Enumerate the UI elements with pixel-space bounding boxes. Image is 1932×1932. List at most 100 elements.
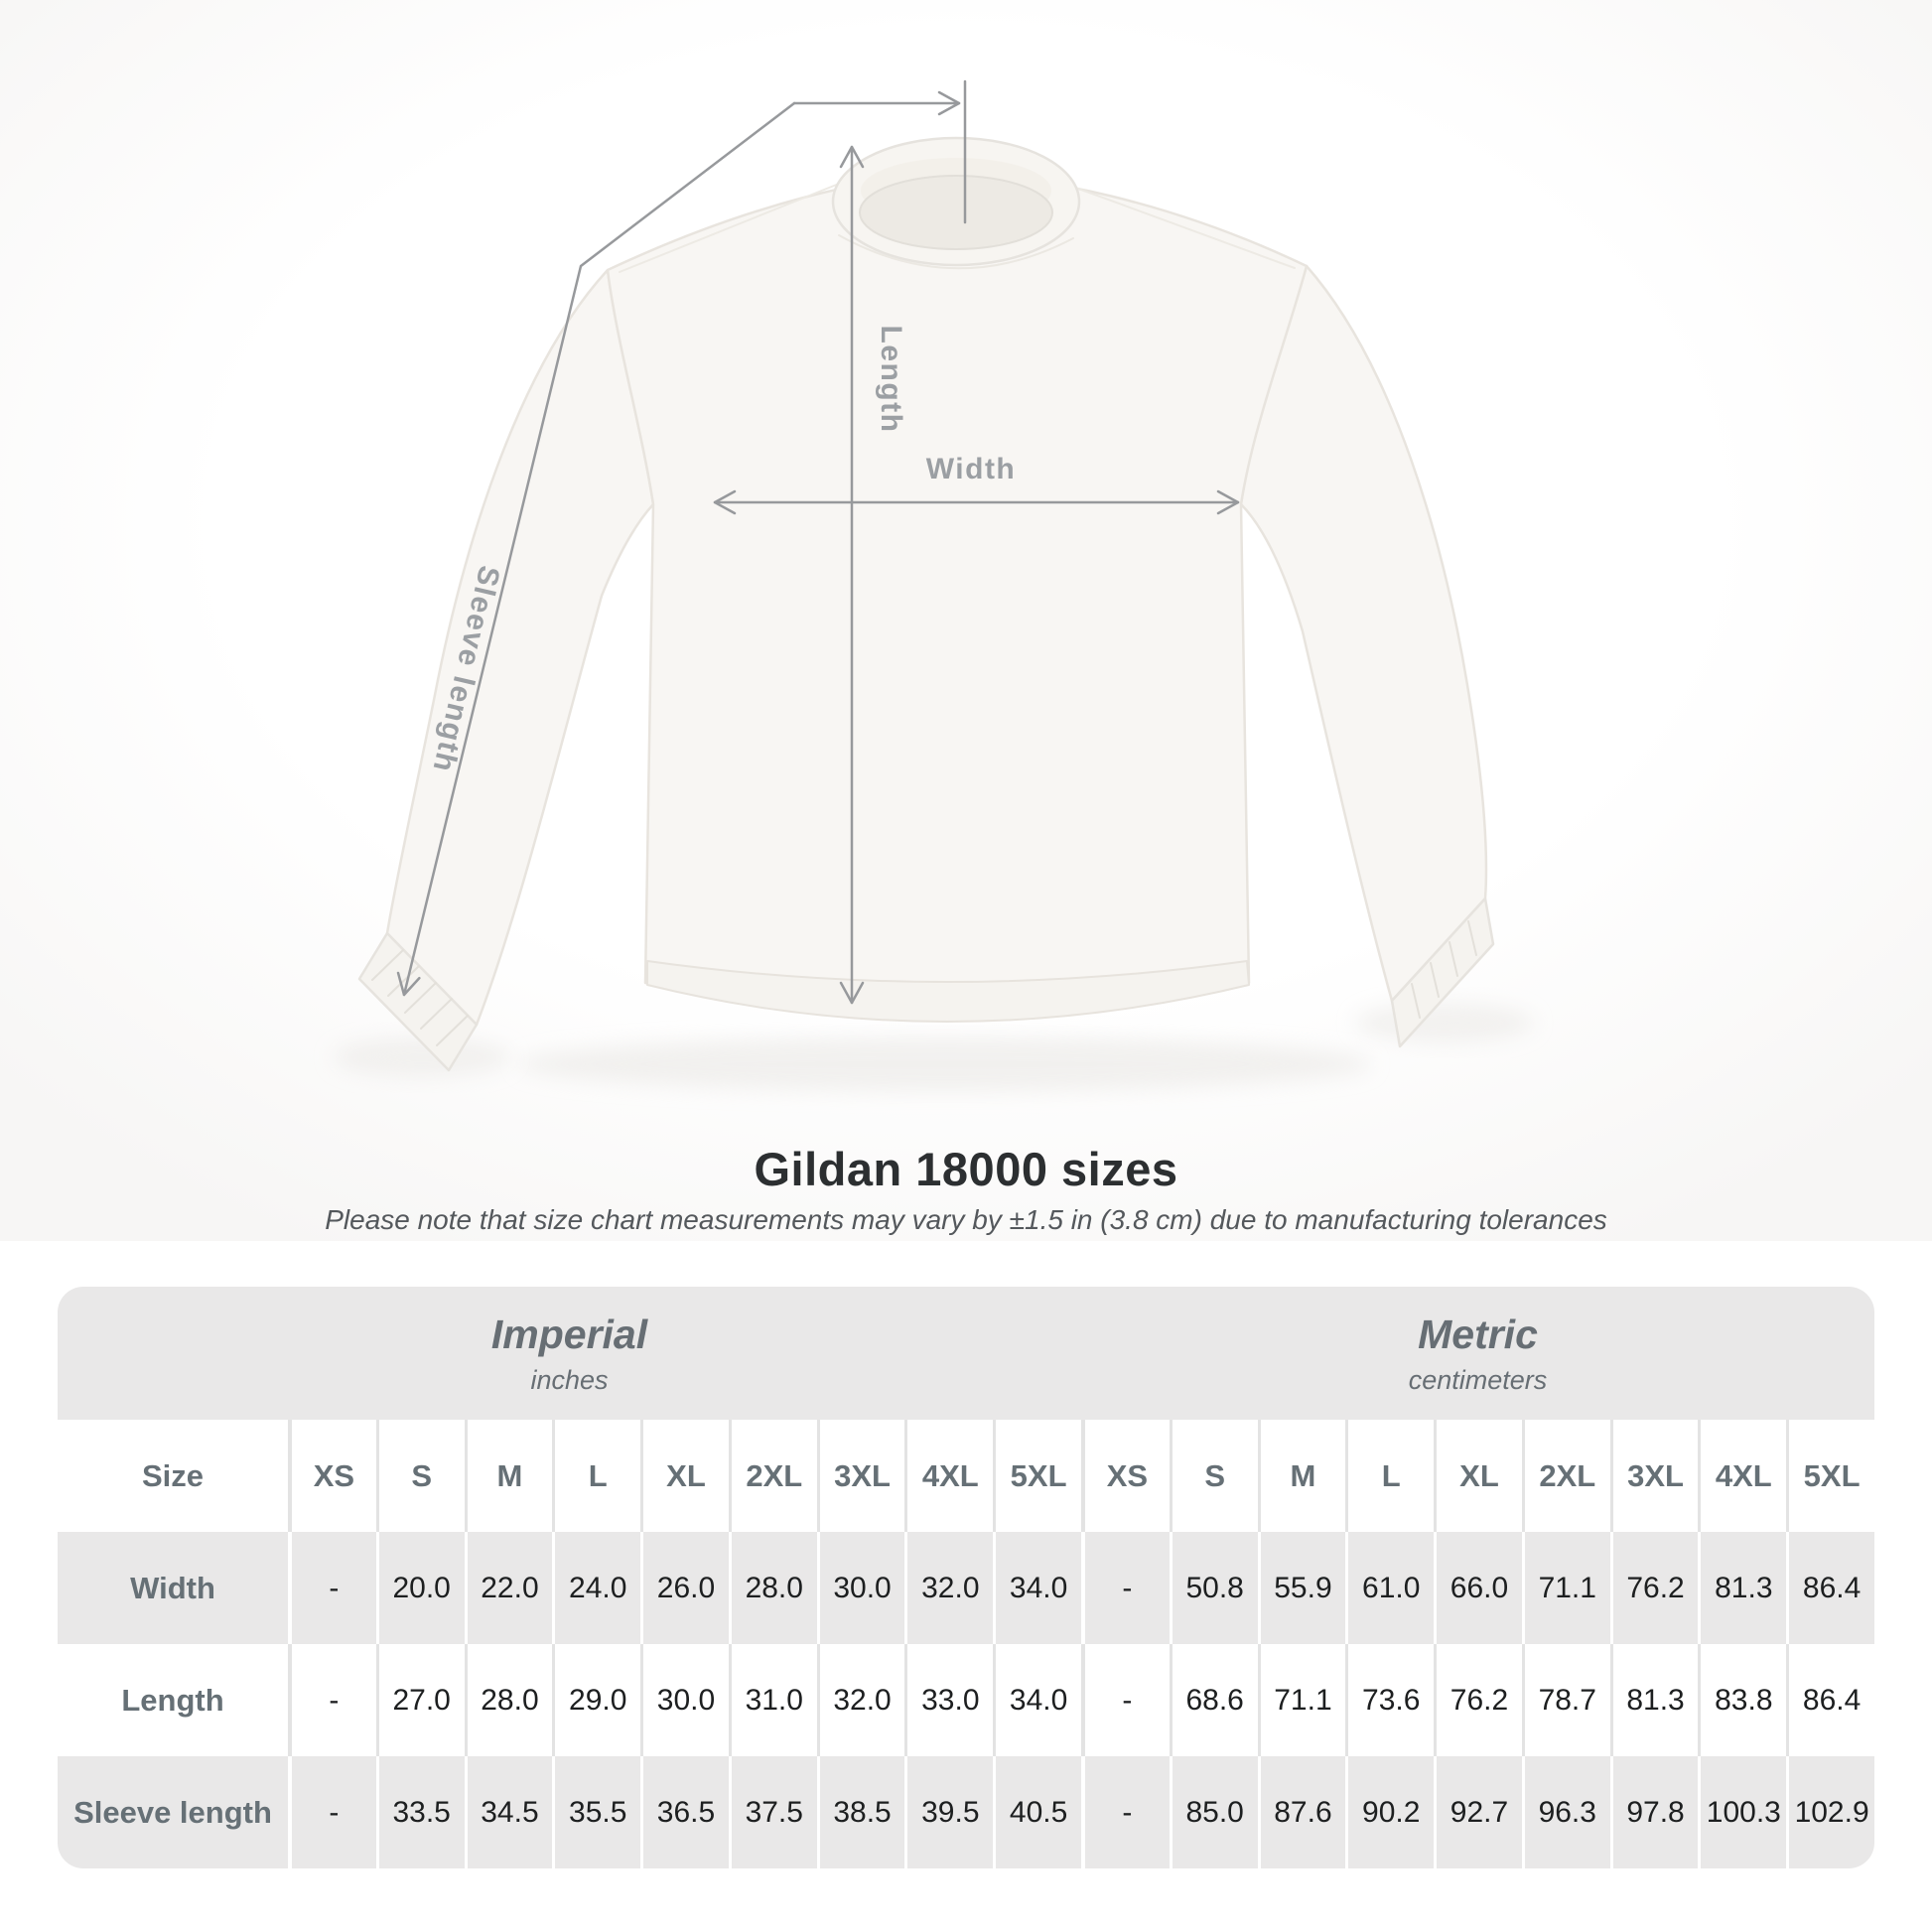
value-metric-width: 61.0: [1345, 1532, 1434, 1644]
size-col-imperial-3xl: 3XL: [816, 1420, 905, 1532]
row-label-width: Width: [130, 1570, 215, 1605]
size-col-imperial-4xl: 4XL: [904, 1420, 993, 1532]
sweatshirt-measurement-diagram: Length Width Sleeve length: [333, 79, 1534, 1092]
value-imperial-width: 26.0: [640, 1532, 729, 1644]
metric-header: Metric centimeters: [1081, 1287, 1874, 1420]
value-imperial-length: 29.0: [552, 1644, 640, 1756]
size-column-header: Size: [141, 1457, 205, 1493]
value-imperial-sleeve-length: 36.5: [640, 1756, 729, 1868]
value-imperial-width: 20.0: [375, 1532, 465, 1644]
value-imperial-length: 27.0: [375, 1644, 465, 1756]
value-metric-width: 71.1: [1521, 1532, 1610, 1644]
value-metric-sleeve-length: 85.0: [1169, 1756, 1258, 1868]
imperial-sublabel: inches: [530, 1364, 609, 1395]
size-col-metric-3xl: 3XL: [1609, 1420, 1699, 1532]
value-metric-length: 73.6: [1345, 1644, 1434, 1756]
collar: [831, 136, 1081, 270]
product-photo-area: Length Width Sleeve length: [0, 0, 1932, 1241]
size-col-imperial-2xl: 2XL: [728, 1420, 817, 1532]
size-col-metric-5xl: 5XL: [1786, 1420, 1874, 1532]
value-imperial-sleeve-length: 38.5: [816, 1756, 905, 1868]
metric-label: Metric: [1418, 1311, 1538, 1357]
value-metric-width: 86.4: [1786, 1532, 1874, 1644]
value-imperial-sleeve-length: -: [288, 1756, 376, 1868]
value-imperial-length: 31.0: [728, 1644, 817, 1756]
measurement-lines: [396, 79, 1240, 1005]
value-imperial-length: 34.0: [993, 1644, 1081, 1756]
value-imperial-width: -: [288, 1532, 376, 1644]
body-panel: [606, 173, 1309, 1009]
value-metric-length: 83.8: [1698, 1644, 1786, 1756]
size-col-metric-xs: XS: [1081, 1420, 1170, 1532]
value-metric-width: 55.9: [1257, 1532, 1346, 1644]
value-metric-sleeve-length: -: [1081, 1756, 1170, 1868]
value-imperial-sleeve-length: 40.5: [993, 1756, 1081, 1868]
value-imperial-width: 22.0: [464, 1532, 553, 1644]
size-col-imperial-xl: XL: [640, 1420, 729, 1532]
size-col-imperial-m: M: [464, 1420, 553, 1532]
width-label: Width: [926, 453, 1017, 485]
value-metric-length: 81.3: [1609, 1644, 1699, 1756]
value-imperial-sleeve-length: 34.5: [464, 1756, 553, 1868]
length-row: Length -27.0 28.0 29.0 30.0 31.0 32.0 33.0 34.0…: [58, 1644, 1874, 1756]
value-metric-length: -: [1081, 1644, 1170, 1756]
size-table: Imperial inches Metric centimeters Size …: [58, 1287, 1874, 1868]
row-label-length: Length: [121, 1682, 224, 1718]
right-sleeve: [1239, 264, 1488, 1003]
size-col-metric-s: S: [1169, 1420, 1258, 1532]
value-metric-length: 78.7: [1521, 1644, 1610, 1756]
left-shoulder-seam: [619, 181, 845, 273]
value-imperial-length: 32.0: [816, 1644, 905, 1756]
value-metric-length: 71.1: [1257, 1644, 1346, 1756]
value-imperial-width: 30.0: [816, 1532, 905, 1644]
value-metric-length: 68.6: [1169, 1644, 1258, 1756]
value-metric-width: 81.3: [1698, 1532, 1786, 1644]
value-imperial-width: 24.0: [552, 1532, 640, 1644]
value-imperial-length: 30.0: [640, 1644, 729, 1756]
value-imperial-sleeve-length: 33.5: [375, 1756, 465, 1868]
row-label-sleeve-length: Sleeve length: [73, 1794, 272, 1830]
value-imperial-width: 32.0: [904, 1532, 993, 1644]
page-title: Gildan 18000 sizes: [754, 1143, 1178, 1195]
size-header-row: Size XS S M L XL 2XL 3XL 4XL 5XL XS S M L XL 2XL 3XL 4XL…: [58, 1420, 1874, 1532]
tolerance-note: Please note that size chart measurements…: [325, 1204, 1607, 1235]
imperial-label: Imperial: [490, 1311, 648, 1357]
size-col-metric-m: M: [1257, 1420, 1346, 1532]
value-imperial-length: 28.0: [464, 1644, 553, 1756]
value-metric-sleeve-length: 87.6: [1257, 1756, 1346, 1868]
imperial-header: Imperial inches: [58, 1287, 1081, 1420]
value-imperial-length: -: [288, 1644, 376, 1756]
size-col-metric-l: L: [1345, 1420, 1434, 1532]
value-metric-width: 76.2: [1609, 1532, 1699, 1644]
value-metric-width: 50.8: [1169, 1532, 1258, 1644]
value-imperial-sleeve-length: 35.5: [552, 1756, 640, 1868]
size-col-imperial-5xl: 5XL: [993, 1420, 1081, 1532]
sleeve-length-line: [396, 101, 796, 997]
sleeve-length-row: Sleeve length -33.5 34.5 35.5 36.5 37.5 38.5 3…: [58, 1756, 1874, 1868]
value-imperial-width: 28.0: [728, 1532, 817, 1644]
value-imperial-width: 34.0: [993, 1532, 1081, 1644]
value-metric-width: 66.0: [1434, 1532, 1522, 1644]
value-metric-sleeve-length: 90.2: [1345, 1756, 1434, 1868]
size-col-imperial-s: S: [375, 1420, 465, 1532]
value-imperial-length: 33.0: [904, 1644, 993, 1756]
metric-sublabel: centimeters: [1408, 1364, 1548, 1395]
value-metric-sleeve-length: 100.3: [1698, 1756, 1786, 1868]
right-cuff-ribbing: [1411, 920, 1477, 1019]
value-metric-length: 76.2: [1434, 1644, 1522, 1756]
size-col-imperial-l: L: [552, 1420, 640, 1532]
size-col-metric-2xl: 2XL: [1521, 1420, 1610, 1532]
sweatshirt-illustration: [357, 136, 1495, 1072]
right-shoulder-seam: [1069, 185, 1296, 269]
value-metric-sleeve-length: 102.9: [1786, 1756, 1874, 1868]
size-col-metric-xl: XL: [1434, 1420, 1522, 1532]
value-imperial-sleeve-length: 39.5: [904, 1756, 993, 1868]
unit-header-band: Imperial inches Metric centimeters: [58, 1287, 1874, 1420]
value-metric-sleeve-length: 92.7: [1434, 1756, 1522, 1868]
value-metric-sleeve-length: 96.3: [1521, 1756, 1610, 1868]
value-imperial-sleeve-length: 37.5: [728, 1756, 817, 1868]
value-metric-sleeve-length: 97.8: [1609, 1756, 1699, 1868]
value-metric-length: 86.4: [1786, 1644, 1874, 1756]
size-col-metric-4xl: 4XL: [1698, 1420, 1786, 1532]
